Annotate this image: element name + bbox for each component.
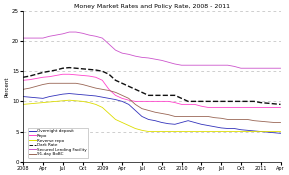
Legend: Overnight deposit, Repo, Reverse repo, Dark Rate, Secured Lending Facility, 91-d: Overnight deposit, Repo, Reverse repo, D… bbox=[28, 128, 88, 158]
Y-axis label: Percent: Percent bbox=[4, 76, 9, 97]
Title: Money Market Rates and Policy Rate, 2008 - 2011: Money Market Rates and Policy Rate, 2008… bbox=[74, 4, 230, 9]
